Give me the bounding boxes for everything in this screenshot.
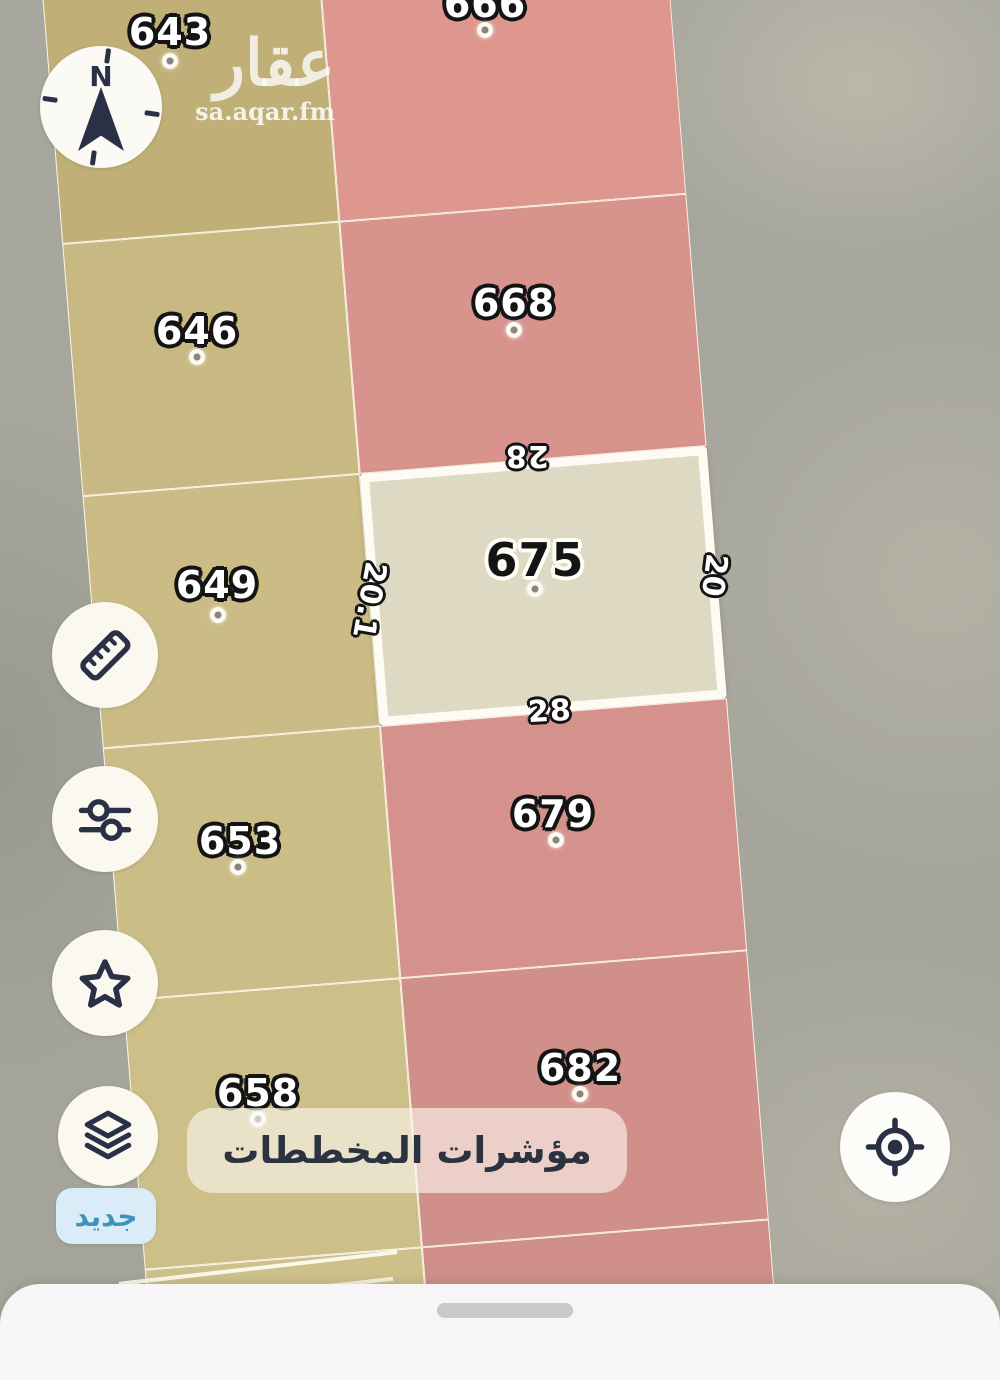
plot-label-649[interactable]: 649 xyxy=(175,563,259,607)
plot-marker-dot xyxy=(548,832,564,848)
filter-sliders-icon xyxy=(75,789,135,849)
favorites-button[interactable] xyxy=(52,930,158,1036)
plot-cell-646[interactable] xyxy=(62,221,360,497)
layers-icon xyxy=(79,1107,137,1165)
compass-button[interactable]: N xyxy=(40,46,162,168)
dimension-top: 28 xyxy=(505,438,549,473)
plot-label-646[interactable]: 646 xyxy=(155,309,239,353)
locate-target-icon xyxy=(864,1116,926,1178)
plot-label-666[interactable]: 666 xyxy=(443,0,527,26)
plot-label-679[interactable]: 679 xyxy=(511,792,595,836)
plot-marker-dot xyxy=(572,1086,588,1102)
locate-button[interactable] xyxy=(840,1092,950,1202)
new-badge: جديد xyxy=(56,1188,156,1244)
plot-marker-dot xyxy=(506,322,522,338)
star-icon xyxy=(74,952,136,1014)
filters-button[interactable] xyxy=(52,766,158,872)
plot-cell-666[interactable] xyxy=(314,0,686,222)
bottom-sheet[interactable] xyxy=(0,1284,1000,1380)
plot-marker-dot xyxy=(210,607,226,623)
plot-label-653[interactable]: 653 xyxy=(198,819,282,863)
plans-indicators-pill[interactable]: مؤشرات المخططات xyxy=(187,1108,627,1193)
compass-north-label: N xyxy=(89,60,113,93)
plot-label-643[interactable]: 643 xyxy=(128,10,212,54)
dimension-bottom: 28 xyxy=(527,692,573,731)
selected-plot-label[interactable]: 675 xyxy=(485,533,585,587)
plot-label-682[interactable]: 682 xyxy=(538,1046,622,1090)
plot-marker-dot xyxy=(527,581,543,597)
plot-marker-dot xyxy=(477,22,493,38)
layers-button[interactable] xyxy=(58,1086,158,1186)
plot-label-668[interactable]: 668 xyxy=(472,281,556,325)
plot-label-658[interactable]: 658 xyxy=(216,1071,300,1115)
plot-marker-dot xyxy=(189,349,205,365)
plot-marker-dot xyxy=(162,53,178,69)
sheet-drag-handle[interactable] xyxy=(437,1303,573,1318)
dimension-right: 20 xyxy=(693,551,734,600)
ruler-icon xyxy=(75,625,135,685)
plot-cell-668[interactable] xyxy=(339,193,707,474)
measure-button[interactable] xyxy=(52,602,158,708)
plot-marker-dot xyxy=(230,859,246,875)
